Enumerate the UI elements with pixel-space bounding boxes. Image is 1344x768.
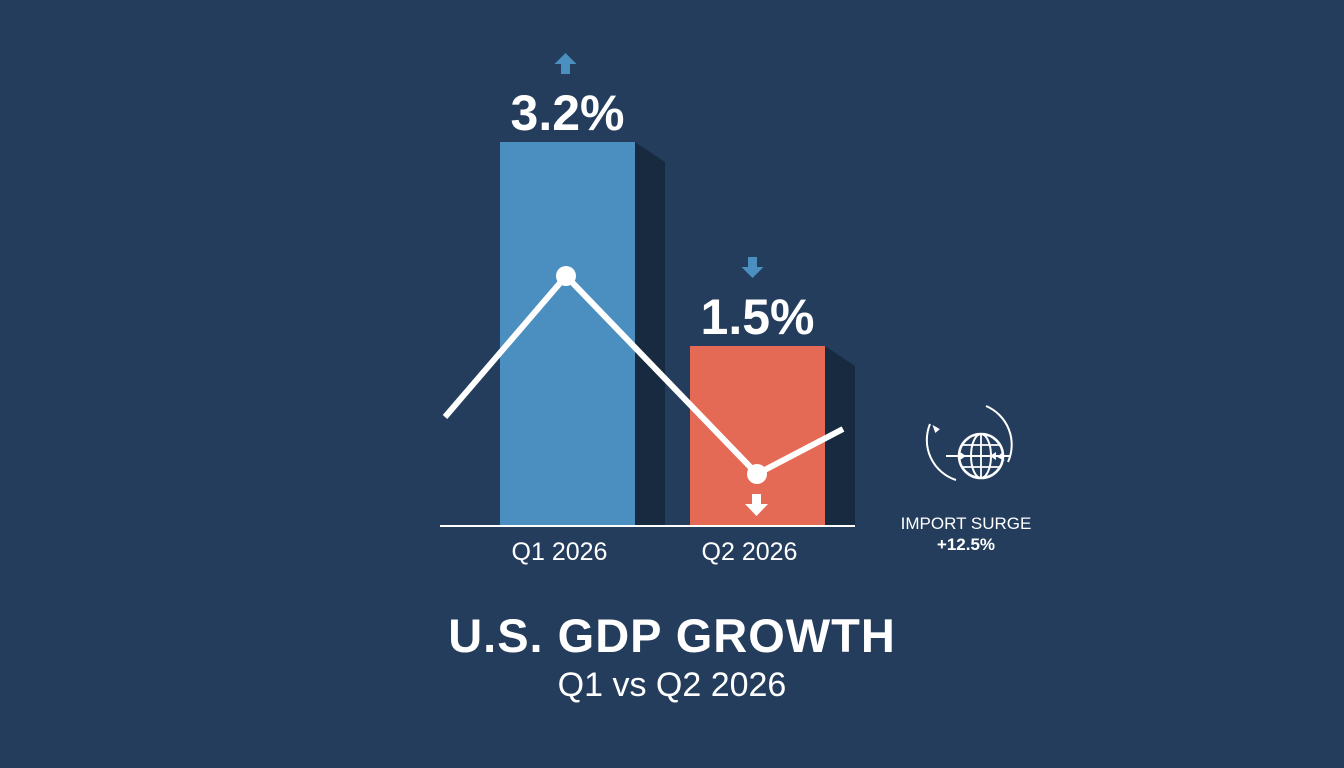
chart-title: U.S. GDP GROWTH <box>448 609 896 662</box>
labels-layer: 3.2% Q1 2026 1.5% Q2 2026 <box>511 53 815 566</box>
bars-layer <box>500 142 855 526</box>
arrow-down-icon <box>741 257 764 278</box>
import-surge-label: IMPORT SURGE <box>900 514 1032 533</box>
import-surge-value: +12.5% <box>936 535 996 554</box>
arrow-head <box>745 504 768 516</box>
arrow-head <box>554 53 577 64</box>
bar-shadow <box>825 346 855 526</box>
arrow-head <box>741 267 764 278</box>
arrow-up-icon <box>554 53 577 74</box>
trend-line-layer <box>442 266 845 516</box>
import-surge-annotation: IMPORT SURGE +12.5% <box>888 392 1044 572</box>
globe-icon <box>925 405 1013 481</box>
arrow-shaft <box>752 494 761 504</box>
arrow-shaft <box>561 64 570 74</box>
trend-down-arrow-icon <box>745 494 768 516</box>
chart-subtitle: Q1 vs Q2 2026 <box>557 666 787 704</box>
trend-point-2 <box>747 464 767 484</box>
value-label-2: 1.5% <box>701 289 815 345</box>
value-label-1: 3.2% <box>511 85 625 141</box>
x-tick-label-1: Q1 2026 <box>512 538 608 566</box>
bar-shadow <box>635 142 665 526</box>
trend-point-1 <box>556 266 576 286</box>
arrow-shaft <box>748 257 757 267</box>
x-tick-label-2: Q2 2026 <box>702 538 798 566</box>
trend-line <box>442 271 845 478</box>
bar-1 <box>500 142 635 526</box>
